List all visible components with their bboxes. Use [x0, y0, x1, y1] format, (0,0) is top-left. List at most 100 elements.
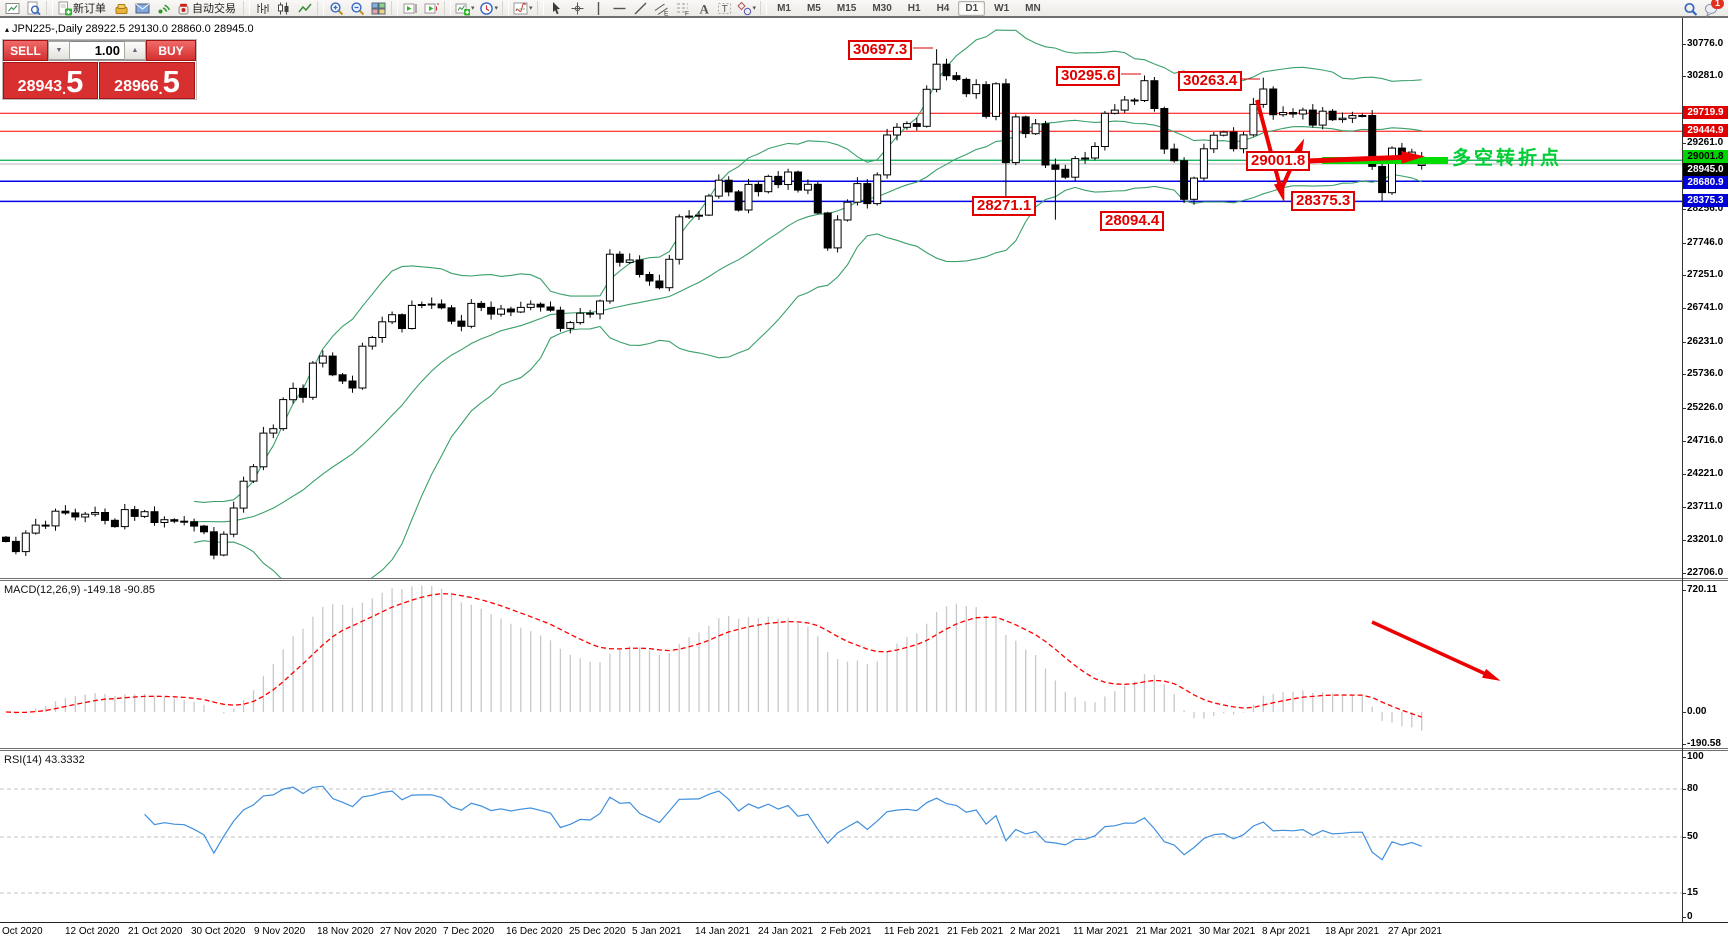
panel-separator[interactable] [0, 748, 1728, 751]
channel-icon: E [654, 3, 669, 16]
pivot-annotation-text[interactable]: 多空转折点 [1452, 148, 1563, 169]
sell-price-panel[interactable]: 28943. 5 [3, 62, 98, 99]
sell-button[interactable]: SELL [3, 40, 48, 61]
svg-text:A: A [699, 1, 709, 16]
dropdown-caret-icon[interactable]: ▾ [471, 5, 475, 12]
candle-chart-button[interactable] [274, 0, 293, 17]
price-annotation-box[interactable]: 28271.1 [972, 196, 1037, 216]
buy-price-panel[interactable]: 28966. 5 [99, 62, 195, 99]
new-order-button[interactable]: 新订单 [56, 0, 110, 17]
timeframe-h1-button[interactable]: H1 [907, 2, 921, 14]
indicators-icon [513, 2, 528, 14]
shapes-button[interactable]: ▾ [736, 0, 758, 17]
price-axis-tick: 28256.0 [1682, 203, 1728, 214]
dropdown-caret-icon[interactable]: ▾ [529, 5, 533, 12]
fibo-button[interactable]: F [673, 0, 692, 17]
rsi-axis-tick: 80 [1682, 783, 1728, 794]
time-axis-label: 11 Feb 2021 [884, 926, 940, 937]
time-axis-label: 30 Oct 2020 [191, 926, 246, 937]
zoom-in-button[interactable] [327, 0, 346, 17]
autotrade-label: 自动交易 [192, 3, 236, 15]
timeframe-m5-button[interactable]: M5 [806, 2, 821, 14]
volume-increase-button[interactable]: ▲ [124, 41, 146, 60]
period-button[interactable]: ▾ [478, 0, 500, 17]
text-icon: A [699, 1, 709, 16]
toolbar-separator [391, 1, 398, 15]
hline-button[interactable] [610, 0, 629, 17]
candle-chart-icon [278, 2, 289, 14]
mail-button[interactable] [133, 0, 152, 17]
price-axis-tick: 27746.0 [1682, 237, 1728, 248]
bar-chart-button[interactable] [253, 0, 272, 17]
chat-button[interactable]: 1 [1702, 0, 1724, 18]
time-axis-label: 16 Dec 2020 [506, 926, 563, 937]
price-axis-tick: 27251.0 [1682, 269, 1728, 280]
zoom-in-icon [330, 1, 344, 15]
timeframe-m1-button[interactable]: M1 [777, 2, 791, 14]
time-axis-label: 18 Nov 2020 [317, 926, 374, 937]
timeframe-d1-button[interactable]: D1 [958, 0, 986, 16]
macd-indicator-canvas[interactable] [0, 581, 1682, 748]
chart-window-icon [5, 2, 20, 14]
chart-window-button[interactable] [3, 0, 22, 17]
label-icon: T [717, 2, 731, 15]
crosshair-button[interactable] [568, 0, 587, 17]
panel-separator[interactable] [0, 578, 1728, 581]
shapes-icon [736, 1, 751, 15]
toolbar-separator [536, 1, 544, 15]
price-chart-canvas[interactable] [0, 18, 1682, 578]
price-level-tag: 29001.8 [1683, 150, 1728, 163]
profile-button[interactable] [24, 0, 43, 17]
dropdown-caret-icon[interactable]: ▾ [752, 5, 757, 12]
current-price-tag: 28945.0 [1683, 163, 1728, 176]
price-annotation-box[interactable]: 30697.3 [848, 40, 913, 60]
toolbar-separator [46, 1, 53, 15]
volume-decrease-button[interactable]: ▼ [48, 41, 70, 60]
timeframe-w1-button[interactable]: W1 [994, 2, 1010, 14]
time-axis-label: 8 Apr 2021 [1262, 926, 1311, 937]
tile-windows-button[interactable] [369, 0, 388, 17]
volume-input[interactable] [70, 41, 124, 60]
add-chart-button[interactable]: ▾ [454, 0, 476, 17]
chart-shift-button[interactable] [422, 0, 441, 17]
trendline-button[interactable] [631, 0, 650, 17]
dropdown-caret-icon[interactable]: ▾ [494, 5, 499, 12]
timeframe-m30-button[interactable]: M30 [872, 2, 892, 14]
signal-button[interactable] [154, 0, 173, 17]
indicators-button[interactable]: ▾ [512, 0, 534, 17]
text-button[interactable]: A [694, 0, 713, 17]
price-annotation-box[interactable]: 30263.4 [1178, 71, 1243, 91]
label-button[interactable]: T [715, 0, 734, 17]
autotrade-button[interactable]: 自动交易 [175, 0, 240, 17]
price-annotation-box[interactable]: 30295.6 [1056, 66, 1121, 86]
pivot-level-bar[interactable] [1322, 156, 1448, 164]
price-axis-border[interactable] [1682, 18, 1683, 922]
vline-button[interactable] [589, 0, 608, 17]
price-axis-tick: 25226.0 [1682, 402, 1728, 413]
price-axis-tick: 26741.0 [1682, 302, 1728, 313]
deposit-button[interactable] [112, 0, 131, 17]
buy-button[interactable]: BUY [146, 40, 196, 61]
cursor-button[interactable] [547, 0, 566, 17]
auto-scroll-button[interactable] [401, 0, 420, 17]
macd-axis-tick: 0.00 [1682, 706, 1728, 717]
timeframe-mn-button[interactable]: MN [1025, 2, 1041, 14]
timeframe-h4-button[interactable]: H4 [936, 2, 950, 14]
zoom-out-icon [351, 1, 365, 15]
time-axis-label: 27 Nov 2020 [380, 926, 437, 937]
line-chart-button[interactable] [295, 0, 314, 17]
rsi-indicator-canvas[interactable] [0, 751, 1682, 922]
price-annotation-box[interactable]: 29001.8 [1246, 151, 1311, 171]
macd-label: MACD(12,26,9) -149.18 -90.85 [4, 584, 156, 596]
channel-button[interactable]: E [652, 0, 671, 17]
zoom-out-button[interactable] [348, 0, 367, 17]
price-annotation-box[interactable]: 28094.4 [1100, 211, 1165, 231]
time-axis-label: 21 Oct 2020 [128, 926, 183, 937]
vline-icon [597, 1, 599, 15]
bar-chart-icon [257, 2, 269, 14]
toolbar-separator [760, 1, 768, 15]
timeframe-m15-button[interactable]: M15 [836, 2, 857, 14]
price-annotation-box[interactable]: 28375.3 [1291, 191, 1356, 211]
search-button[interactable] [1681, 0, 1700, 18]
price-level-tag: 28680.9 [1683, 176, 1728, 189]
